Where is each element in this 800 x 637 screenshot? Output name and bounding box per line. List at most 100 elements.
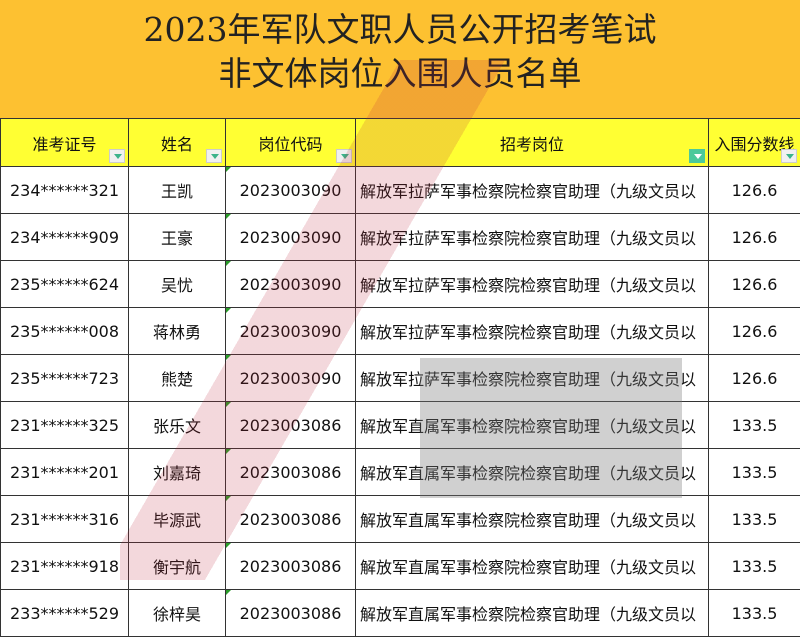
column-header-label: 准考证号 xyxy=(32,135,96,154)
score-cell[interactable]: 126.6 xyxy=(709,261,800,308)
text-number-indicator-icon xyxy=(226,355,231,360)
position-code-cell[interactable]: 2023003090 xyxy=(226,214,356,261)
cell-text: 2023003090 xyxy=(240,369,342,388)
cell-text: 蒋林勇 xyxy=(153,323,201,342)
filter-dropdown-icon[interactable] xyxy=(109,149,125,163)
position-cell[interactable]: 解放军直属军事检察院检察官助理（九级文员以 xyxy=(356,496,709,543)
score-cell[interactable]: 133.5 xyxy=(709,590,800,637)
text-number-indicator-icon xyxy=(226,261,231,266)
cell-text: 133.5 xyxy=(732,510,778,529)
column-header-label: 招考岗位 xyxy=(500,135,564,154)
cell-text: 2023003090 xyxy=(240,228,342,247)
filter-dropdown-icon[interactable] xyxy=(781,149,797,163)
cell-text: 徐梓昊 xyxy=(153,605,201,624)
position-code-cell[interactable]: 2023003086 xyxy=(226,449,356,496)
exam-id-cell[interactable]: 235******008 xyxy=(1,308,129,355)
position-code-cell[interactable]: 2023003086 xyxy=(226,402,356,449)
score-cell[interactable]: 126.6 xyxy=(709,167,800,214)
exam-id-cell[interactable]: 234******321 xyxy=(1,167,129,214)
filter-dropdown-icon[interactable] xyxy=(206,149,222,163)
score-cell[interactable]: 133.5 xyxy=(709,543,800,590)
position-cell[interactable]: 解放军拉萨军事检察院检察官助理（九级文员以 xyxy=(356,308,709,355)
exam-id-cell[interactable]: 233******529 xyxy=(1,590,129,637)
cell-text: 133.5 xyxy=(732,416,778,435)
name-cell[interactable]: 王豪 xyxy=(129,214,226,261)
filter-active-icon[interactable] xyxy=(689,149,705,163)
cell-text: 解放军拉萨军事检察院检察官助理（九级文员以 xyxy=(360,276,696,295)
score-cell[interactable]: 133.5 xyxy=(709,402,800,449)
name-cell[interactable]: 蒋林勇 xyxy=(129,308,226,355)
cell-text: 2023003086 xyxy=(240,416,342,435)
title-line-2: 非文体岗位入围人员名单 xyxy=(0,52,800,96)
name-cell[interactable]: 刘嘉琦 xyxy=(129,449,226,496)
name-cell[interactable]: 王凯 xyxy=(129,167,226,214)
cell-text: 126.6 xyxy=(732,322,778,341)
cell-text: 解放军拉萨军事检察院检察官助理（九级文员以 xyxy=(360,229,696,248)
column-header: 岗位代码 xyxy=(226,119,356,167)
name-cell[interactable]: 张乐文 xyxy=(129,402,226,449)
score-cell[interactable]: 126.6 xyxy=(709,308,800,355)
position-cell[interactable]: 解放军直属军事检察院检察官助理（九级文员以 xyxy=(356,449,709,496)
text-number-indicator-icon xyxy=(226,167,231,172)
sheet-title: 2023年军队文职人员公开招考笔试 非文体岗位入围人员名单 xyxy=(0,0,800,118)
cell-text: 133.5 xyxy=(732,604,778,623)
cell-text: 2023003086 xyxy=(240,463,342,482)
cell-text: 王豪 xyxy=(161,229,193,248)
cell-text: 2023003086 xyxy=(240,557,342,576)
exam-id-cell[interactable]: 231******316 xyxy=(1,496,129,543)
position-code-cell[interactable]: 2023003090 xyxy=(226,261,356,308)
position-cell[interactable]: 解放军直属军事检察院检察官助理（九级文员以 xyxy=(356,590,709,637)
table-row: 235******723 熊楚 2023003090 解放军拉萨军事检察院检察官助理（… xyxy=(1,355,800,402)
filter-dropdown-icon[interactable] xyxy=(336,149,352,163)
position-cell[interactable]: 解放军拉萨军事检察院检察官助理（九级文员以 xyxy=(356,261,709,308)
name-cell[interactable]: 毕源武 xyxy=(129,496,226,543)
position-cell[interactable]: 解放军直属军事检察院检察官助理（九级文员以 xyxy=(356,402,709,449)
table-row: 235******008 蒋林勇 2023003090 解放军拉萨军事检察院检察官助理… xyxy=(1,308,800,355)
position-cell[interactable]: 解放军直属军事检察院检察官助理（九级文员以 xyxy=(356,543,709,590)
cell-text: 235******723 xyxy=(10,369,119,388)
position-code-cell[interactable]: 2023003090 xyxy=(226,355,356,402)
cell-text: 衡宇航 xyxy=(153,558,201,577)
exam-id-cell[interactable]: 235******723 xyxy=(1,355,129,402)
position-cell[interactable]: 解放军拉萨军事检察院检察官助理（九级文员以 xyxy=(356,214,709,261)
table-row: 231******325 张乐文 2023003086 解放军直属军事检察院检察官助理… xyxy=(1,402,800,449)
cell-text: 2023003090 xyxy=(240,275,342,294)
score-cell[interactable]: 126.6 xyxy=(709,214,800,261)
cell-text: 刘嘉琦 xyxy=(153,464,201,483)
exam-id-cell[interactable]: 231******325 xyxy=(1,402,129,449)
position-code-cell[interactable]: 2023003090 xyxy=(226,308,356,355)
cell-text: 231******918 xyxy=(10,557,119,576)
position-code-cell[interactable]: 2023003086 xyxy=(226,590,356,637)
cell-text: 解放军拉萨军事检察院检察官助理（九级文员以 xyxy=(360,323,696,342)
cell-text: 解放军拉萨军事检察院检察官助理（九级文员以 xyxy=(360,182,696,201)
score-cell[interactable]: 133.5 xyxy=(709,496,800,543)
position-code-cell[interactable]: 2023003086 xyxy=(226,543,356,590)
cell-text: 2023003090 xyxy=(240,322,342,341)
cell-text: 2023003090 xyxy=(240,181,342,200)
score-cell[interactable]: 133.5 xyxy=(709,449,800,496)
name-cell[interactable]: 徐梓昊 xyxy=(129,590,226,637)
text-number-indicator-icon xyxy=(226,496,231,501)
name-cell[interactable]: 衡宇航 xyxy=(129,543,226,590)
position-code-cell[interactable]: 2023003086 xyxy=(226,496,356,543)
cell-text: 张乐文 xyxy=(153,417,201,436)
score-cell[interactable]: 126.6 xyxy=(709,355,800,402)
name-cell[interactable]: 吴忧 xyxy=(129,261,226,308)
position-cell[interactable]: 解放军拉萨军事检察院检察官助理（九级文员以 xyxy=(356,167,709,214)
exam-id-cell[interactable]: 234******909 xyxy=(1,214,129,261)
table-row: 231******201 刘嘉琦 2023003086 解放军直属军事检察院检察官助理… xyxy=(1,449,800,496)
cell-text: 126.6 xyxy=(732,228,778,247)
exam-id-cell[interactable]: 231******201 xyxy=(1,449,129,496)
cell-text: 233******529 xyxy=(10,604,119,623)
position-cell[interactable]: 解放军拉萨军事检察院检察官助理（九级文员以 xyxy=(356,355,709,402)
exam-id-cell[interactable]: 235******624 xyxy=(1,261,129,308)
position-code-cell[interactable]: 2023003090 xyxy=(226,167,356,214)
column-header-label: 姓名 xyxy=(161,135,193,154)
text-number-indicator-icon xyxy=(226,449,231,454)
name-cell[interactable]: 熊楚 xyxy=(129,355,226,402)
exam-id-cell[interactable]: 231******918 xyxy=(1,543,129,590)
cell-text: 126.6 xyxy=(732,181,778,200)
cell-text: 解放军直属军事检察院检察官助理（九级文员以 xyxy=(360,417,696,436)
